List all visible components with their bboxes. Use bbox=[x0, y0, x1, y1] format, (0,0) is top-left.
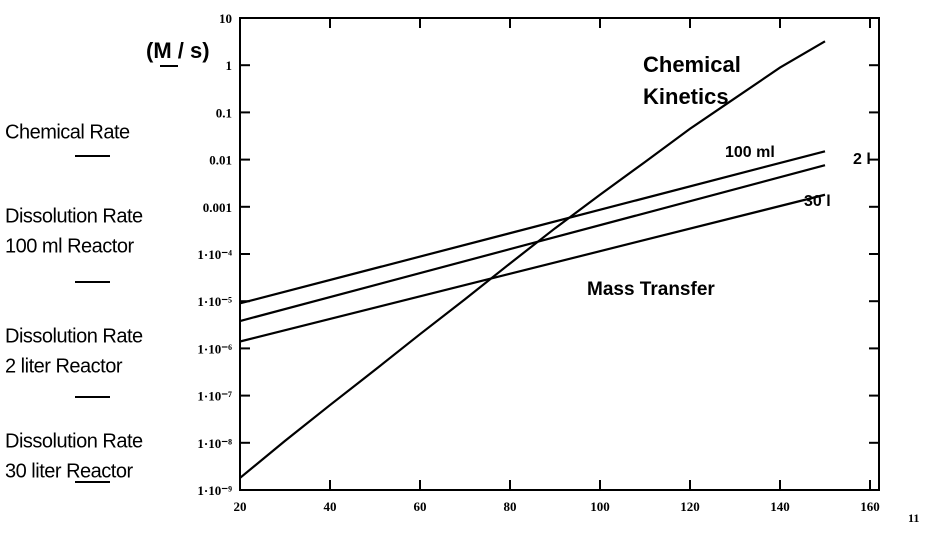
legend-text: Chemical Rate bbox=[5, 121, 130, 143]
legend-text: 30 liter Reactor bbox=[5, 460, 133, 482]
y-tick-label: 1·10⁻⁹ bbox=[197, 483, 232, 498]
annotation: Chemical bbox=[643, 52, 741, 77]
annotation: 30 l bbox=[804, 193, 831, 210]
y-tick-label: 1·10⁻⁵ bbox=[197, 294, 232, 309]
y-tick-label: 1·10⁻⁸ bbox=[197, 436, 232, 451]
x-tick-label: 40 bbox=[324, 499, 337, 514]
y-tick-label: 0.001 bbox=[203, 200, 232, 215]
series-line bbox=[239, 193, 826, 343]
annotation: 11 bbox=[908, 511, 919, 525]
y-tick-label: 1·10⁻⁴ bbox=[197, 247, 232, 262]
x-tick-label: 100 bbox=[590, 499, 610, 514]
y-axis-label: (M / s) bbox=[146, 38, 210, 63]
legend-text: Dissolution Rate bbox=[5, 325, 143, 347]
y-tick-label: 10 bbox=[219, 11, 232, 26]
annotation: Kinetics bbox=[643, 84, 729, 109]
annotation: 2 l bbox=[853, 151, 871, 168]
plot-frame bbox=[239, 17, 880, 491]
legend-text: 100 ml Reactor bbox=[5, 235, 134, 257]
legend-text: Dissolution Rate bbox=[5, 205, 143, 227]
y-tick-label: 1 bbox=[226, 58, 233, 73]
x-tick-label: 140 bbox=[770, 499, 790, 514]
series-line bbox=[239, 40, 826, 479]
y-tick-label: 1·10⁻⁶ bbox=[197, 341, 232, 356]
legend-text: Dissolution Rate bbox=[5, 430, 143, 452]
x-tick-label: 60 bbox=[414, 499, 427, 514]
x-tick-label: 80 bbox=[504, 499, 517, 514]
annotation: Mass Transfer bbox=[587, 279, 715, 300]
x-tick-label: 20 bbox=[234, 499, 247, 514]
y-tick-label: 1·10⁻⁷ bbox=[197, 389, 232, 404]
y-tick-label: 0.1 bbox=[216, 105, 232, 120]
series-line bbox=[239, 150, 826, 305]
legend-text: 2 liter Reactor bbox=[5, 355, 123, 377]
annotation: 100 ml bbox=[725, 144, 775, 161]
x-tick-label: 160 bbox=[860, 499, 880, 514]
x-tick-label: 120 bbox=[680, 499, 700, 514]
series-line bbox=[239, 164, 826, 323]
y-tick-label: 0.01 bbox=[209, 153, 232, 168]
